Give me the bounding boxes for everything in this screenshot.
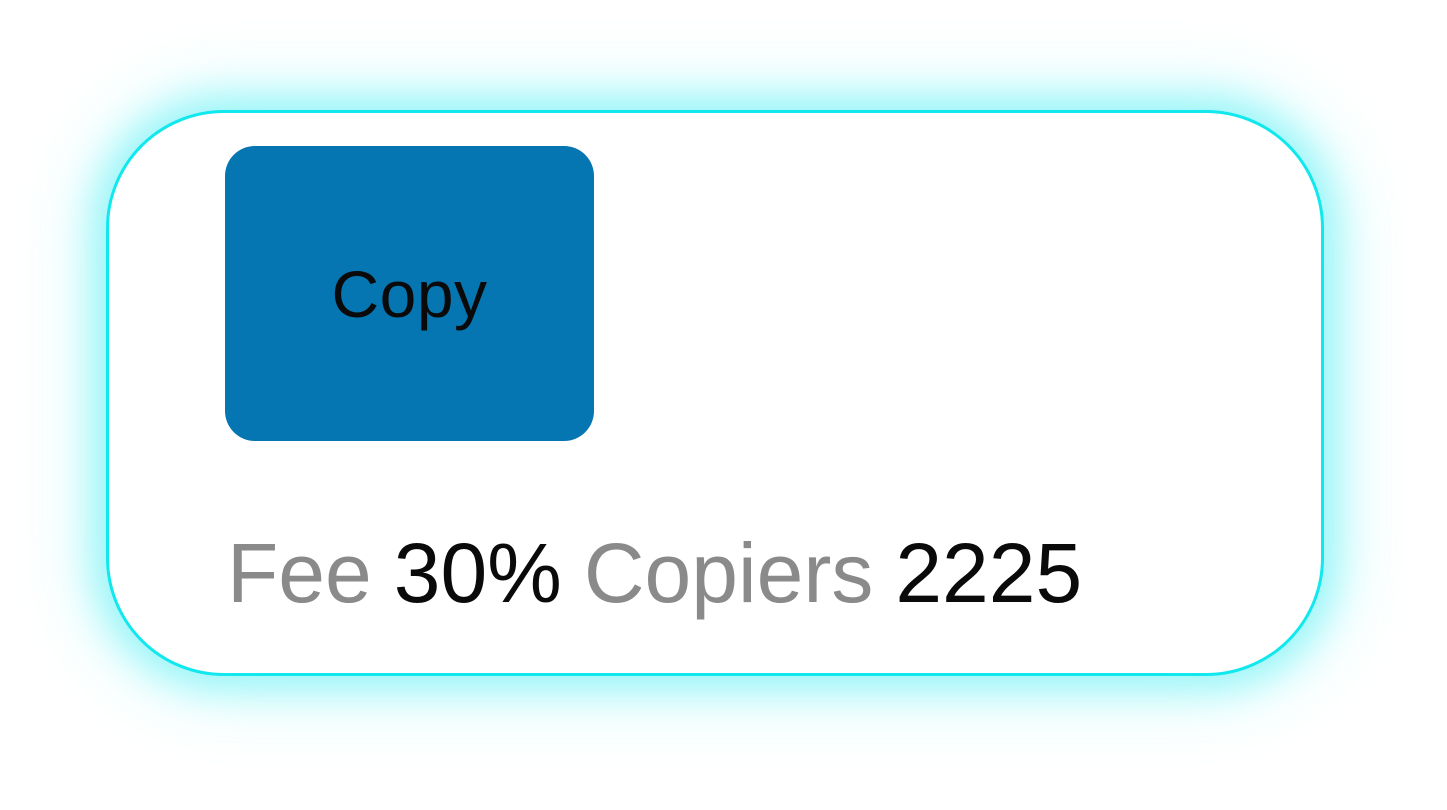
trader-stats: Fee 30% Copiers 2225 [227,531,1082,615]
fee-value: 30% [393,526,562,620]
copiers-count: 2225 [895,526,1083,620]
copy-trader-card: Copy Fee 30% Copiers 2225 [106,110,1324,676]
copiers-label: Copiers [583,526,874,620]
copy-button-label: Copy [331,256,488,331]
fee-label: Fee [227,526,372,620]
copy-button[interactable]: Copy [225,146,594,441]
